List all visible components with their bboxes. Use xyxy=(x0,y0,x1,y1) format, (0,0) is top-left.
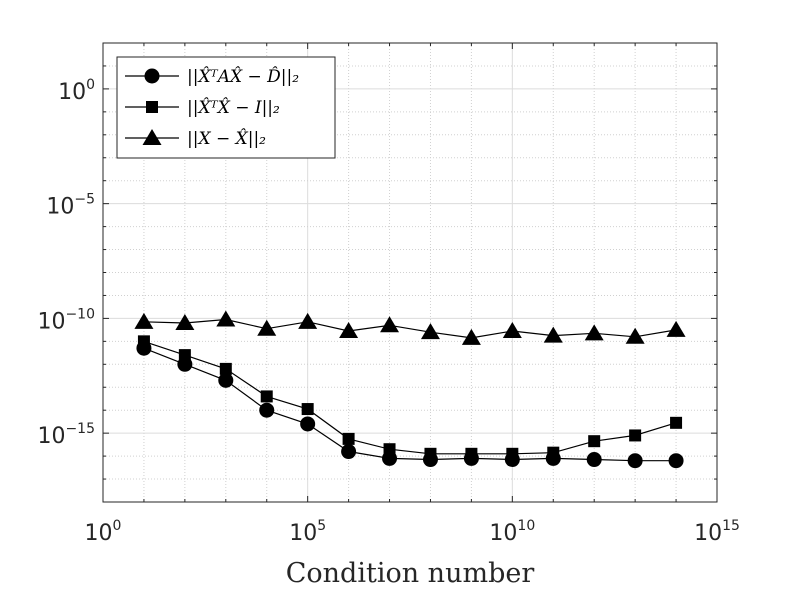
data-point-square xyxy=(342,432,355,445)
data-point-square xyxy=(383,443,396,456)
series-line xyxy=(143,318,677,339)
legend-label: ||X̂ᵀX̂ − I||₂ xyxy=(187,98,280,118)
legend-label: ||X − X̂||₂ xyxy=(187,129,266,149)
data-point-circle xyxy=(627,453,643,469)
data-point-triangle xyxy=(461,328,481,345)
data-point-circle xyxy=(259,402,275,418)
data-point-triangle xyxy=(420,323,440,340)
data-point-square xyxy=(424,447,437,460)
ticks xyxy=(102,42,718,503)
data-point-square xyxy=(670,416,683,429)
y-tick-label: 10−15 xyxy=(37,421,95,449)
y-tick-label: 10−5 xyxy=(46,192,95,220)
data-point-square xyxy=(178,349,191,362)
data-point-triangle xyxy=(175,313,195,330)
data-point-square xyxy=(588,435,601,448)
data-point-circle xyxy=(300,416,316,432)
data-point-circle xyxy=(668,453,684,469)
data-point-triangle xyxy=(502,322,522,339)
legend-entry: ||X̂ᵀAX̂ − D̂||₂ xyxy=(125,67,299,87)
data-point-triangle xyxy=(298,312,318,329)
data-point-circle xyxy=(218,372,234,388)
series-triangle xyxy=(134,310,686,345)
data-point-square xyxy=(260,390,273,403)
data-point-triangle xyxy=(380,316,400,333)
legend-entry: ||X − X̂||₂ xyxy=(125,129,266,149)
series-square xyxy=(137,335,683,460)
legend-marker-triangle xyxy=(142,129,162,145)
data-point-triangle xyxy=(584,324,604,341)
x-tick-label: 1015 xyxy=(694,518,740,546)
data-point-square xyxy=(629,429,642,442)
data-point-square xyxy=(547,446,560,459)
legend-entry: ||X̂ᵀX̂ − I||₂ xyxy=(125,98,280,118)
data-point-triangle xyxy=(257,319,277,336)
x-tick-label: 1010 xyxy=(489,518,535,546)
data-point-triangle xyxy=(543,326,563,343)
tick-labels: 100 105 1010 1015 100 10−5 10−10 10−15 xyxy=(37,77,739,546)
data-point-circle xyxy=(341,444,357,460)
legend: ||X̂ᵀAX̂ − D̂||₂ ||X̂ᵀX̂ − I||₂ ||X − X̂||… xyxy=(116,56,336,159)
x-tick-label: 100 xyxy=(85,518,122,546)
data-point-circle xyxy=(586,452,602,468)
x-axis-title: Condition number xyxy=(286,558,535,589)
data-point-square xyxy=(219,362,232,375)
series-layer xyxy=(134,310,686,469)
y-tick-label: 10−10 xyxy=(37,306,95,334)
data-point-square xyxy=(301,403,314,416)
y-tick-label: 100 xyxy=(58,77,95,105)
data-point-triangle xyxy=(339,322,359,339)
data-point-square xyxy=(465,447,478,460)
legend-label: ||X̂ᵀAX̂ − D̂||₂ xyxy=(187,67,299,87)
series-line xyxy=(143,340,677,455)
legend-marker-square xyxy=(146,101,158,113)
data-point-triangle xyxy=(666,320,686,337)
data-point-triangle xyxy=(216,310,236,327)
data-point-square xyxy=(137,335,150,348)
legend-marker-circle xyxy=(144,68,160,84)
data-point-triangle xyxy=(134,312,154,329)
x-tick-label: 105 xyxy=(289,518,326,546)
data-point-square xyxy=(506,447,519,460)
data-point-triangle xyxy=(625,327,645,344)
